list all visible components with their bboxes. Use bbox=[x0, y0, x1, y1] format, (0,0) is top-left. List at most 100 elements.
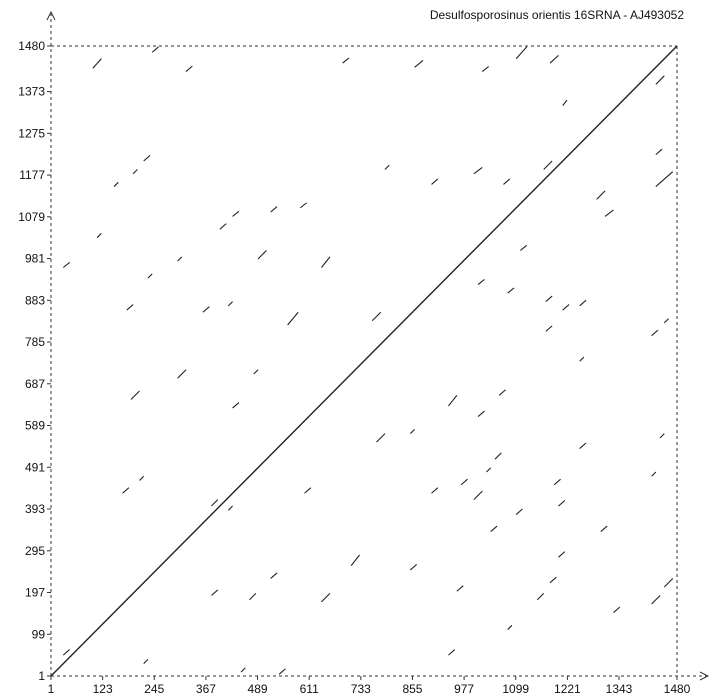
match-segment bbox=[481, 66, 489, 72]
y-axis-arrow-icon bbox=[46, 10, 56, 21]
match-segment bbox=[579, 299, 587, 307]
match-segment bbox=[219, 223, 227, 230]
match-segment bbox=[655, 171, 674, 187]
match-segment bbox=[604, 209, 614, 217]
match-segment bbox=[126, 304, 134, 311]
y-tick-label: 1275 bbox=[18, 126, 45, 140]
axes bbox=[46, 10, 710, 681]
match-segment bbox=[62, 261, 70, 268]
x-axis-ticks: 1 123 245 367 489 611 733 855 977 1099 1221 1343 148… bbox=[48, 676, 691, 696]
y-tick-label: 393 bbox=[25, 502, 45, 516]
match-segment bbox=[270, 572, 278, 579]
match-segment bbox=[342, 57, 350, 64]
match-segment bbox=[600, 525, 608, 533]
x-tick-label: 611 bbox=[300, 682, 319, 696]
match-segment bbox=[287, 311, 299, 326]
match-segment bbox=[321, 592, 331, 603]
y-tick-label: 981 bbox=[25, 252, 45, 266]
y-tick-label: 295 bbox=[25, 544, 45, 558]
plot-marks bbox=[50, 45, 678, 677]
match-segment bbox=[477, 278, 485, 285]
x-tick-label: 489 bbox=[248, 682, 268, 696]
match-segment bbox=[558, 500, 566, 507]
x-tick-label: 1 bbox=[48, 682, 55, 696]
y-tick-label: 785 bbox=[25, 335, 45, 349]
match-segment bbox=[490, 525, 498, 533]
match-segment bbox=[477, 410, 485, 418]
match-segment bbox=[448, 649, 456, 656]
match-segment bbox=[132, 169, 138, 175]
match-segment bbox=[507, 287, 515, 294]
y-tick-label: 1373 bbox=[18, 85, 45, 99]
y-tick-label: 1079 bbox=[18, 210, 45, 224]
match-segment bbox=[130, 390, 140, 400]
match-segment bbox=[143, 155, 151, 162]
match-segment bbox=[651, 595, 661, 605]
match-segment bbox=[545, 295, 553, 302]
x-tick-label: 733 bbox=[351, 682, 371, 696]
match-segment bbox=[558, 551, 566, 558]
match-segment bbox=[613, 606, 621, 613]
match-segment bbox=[185, 65, 193, 72]
match-segment bbox=[460, 478, 468, 486]
x-axis-arrow-icon bbox=[699, 671, 710, 681]
match-segment bbox=[651, 329, 659, 337]
match-segment bbox=[663, 318, 669, 324]
match-segment bbox=[232, 402, 240, 409]
match-segment bbox=[503, 178, 511, 185]
y-tick-label: 1177 bbox=[19, 168, 45, 182]
match-segment bbox=[536, 592, 545, 601]
match-segment bbox=[376, 433, 386, 443]
match-segment bbox=[278, 668, 286, 675]
match-segment bbox=[202, 306, 210, 313]
match-segment bbox=[249, 592, 257, 601]
x-tick-label: 855 bbox=[402, 682, 422, 696]
match-segment bbox=[515, 508, 523, 515]
match-segment bbox=[139, 475, 145, 481]
y-tick-label: 883 bbox=[25, 293, 45, 307]
match-segment bbox=[655, 148, 663, 156]
y-tick-label: 589 bbox=[25, 419, 45, 433]
match-segment bbox=[270, 206, 278, 213]
match-segment bbox=[520, 244, 528, 251]
match-segment bbox=[177, 369, 187, 379]
match-segment bbox=[448, 394, 458, 407]
match-segment bbox=[655, 75, 665, 85]
match-segment bbox=[549, 54, 559, 64]
match-segment bbox=[486, 467, 492, 473]
match-segment bbox=[227, 505, 233, 511]
y-tick-label: 491 bbox=[25, 460, 45, 474]
match-segment bbox=[414, 60, 424, 68]
match-segment bbox=[409, 563, 418, 571]
match-segment bbox=[253, 369, 259, 375]
y-tick-label: 99 bbox=[32, 627, 46, 641]
match-segment bbox=[96, 233, 102, 239]
y-tick-label: 1480 bbox=[18, 39, 45, 53]
match-segment bbox=[62, 649, 70, 656]
x-tick-label: 1221 bbox=[554, 682, 581, 696]
match-segment bbox=[543, 160, 553, 170]
match-segment bbox=[553, 478, 561, 486]
y-tick-label: 1 bbox=[38, 669, 45, 683]
match-segment bbox=[257, 250, 267, 260]
chart-title: Desulfosporosinus orientis 16SRNA - AJ49… bbox=[429, 8, 684, 22]
match-segment bbox=[596, 190, 606, 200]
match-segment bbox=[549, 576, 557, 584]
y-axis-ticks: 1 99 197 295 393 491 589 687 785 883 981 1079 1177 12… bbox=[18, 39, 51, 683]
match-segment bbox=[211, 499, 219, 507]
match-segment bbox=[456, 585, 464, 592]
match-segment bbox=[113, 181, 119, 187]
match-segment bbox=[515, 46, 528, 60]
plot-frame bbox=[51, 45, 678, 676]
match-segment bbox=[92, 58, 102, 69]
x-tick-label: 1480 bbox=[664, 682, 691, 696]
match-segment bbox=[143, 658, 149, 665]
match-segment bbox=[651, 471, 657, 477]
match-segment bbox=[545, 325, 553, 332]
match-segment bbox=[304, 487, 312, 494]
match-segment bbox=[562, 99, 568, 106]
match-segment bbox=[299, 202, 307, 209]
y-tick-label: 687 bbox=[25, 377, 45, 391]
match-segment bbox=[562, 304, 570, 311]
